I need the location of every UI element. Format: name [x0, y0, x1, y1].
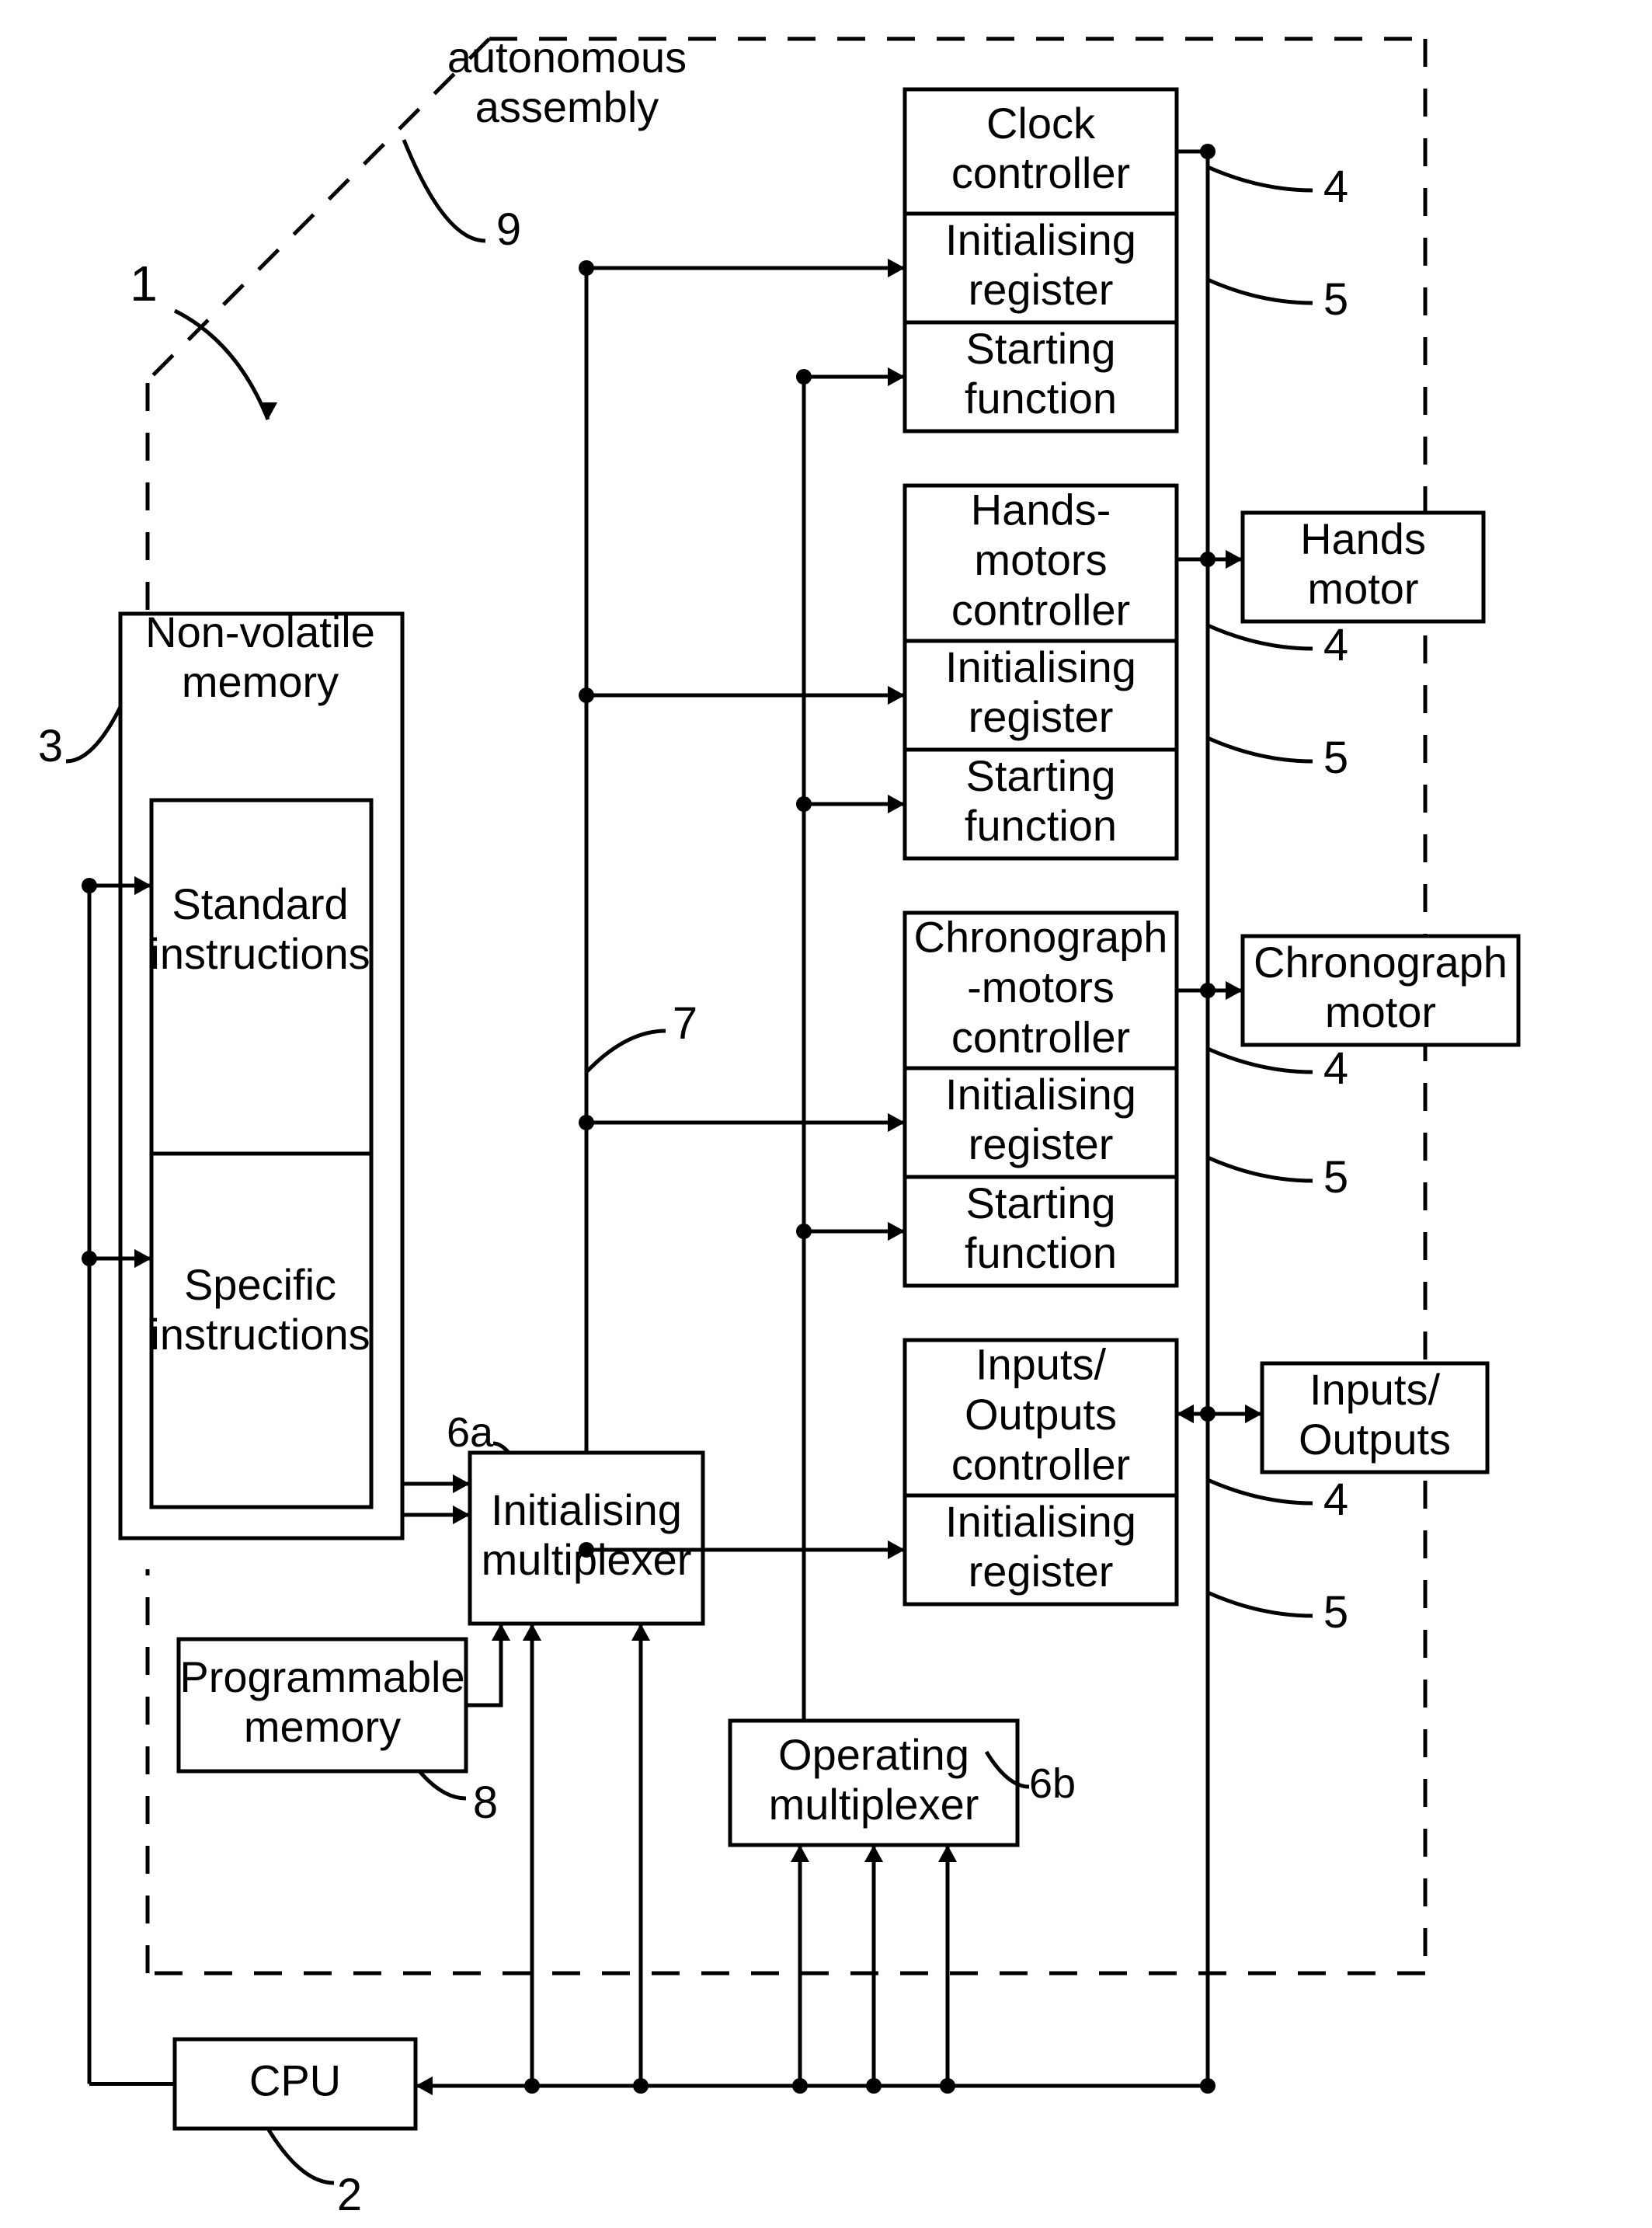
svg-text:4: 4 — [1323, 162, 1348, 212]
block-diagram: autonomousassemblyNon-volatilememoryStan… — [0, 0, 1652, 2224]
svg-text:Startingfunction: Startingfunction — [965, 751, 1117, 850]
svg-text:4: 4 — [1323, 620, 1348, 670]
svg-text:Startingfunction: Startingfunction — [965, 324, 1117, 423]
svg-text:Hands-motorscontroller: Hands-motorscontroller — [951, 485, 1130, 634]
svg-text:Inputs/Outputscontroller: Inputs/Outputscontroller — [951, 1339, 1130, 1488]
svg-text:Initialisingmultiplexer: Initialisingmultiplexer — [482, 1485, 692, 1584]
svg-text:Inputs/Outputs: Inputs/Outputs — [1299, 1365, 1451, 1464]
svg-text:Operatingmultiplexer: Operatingmultiplexer — [769, 1730, 979, 1829]
svg-text:Initialisingregister: Initialisingregister — [945, 642, 1136, 741]
svg-text:5: 5 — [1323, 274, 1348, 325]
svg-text:Initialisingregister: Initialisingregister — [945, 1070, 1136, 1168]
svg-text:CPU: CPU — [249, 2056, 341, 2104]
svg-text:4: 4 — [1323, 1474, 1348, 1525]
svg-text:autonomousassembly: autonomousassembly — [447, 33, 687, 131]
svg-text:Initialisingregister: Initialisingregister — [945, 215, 1136, 314]
svg-text:2: 2 — [337, 2170, 362, 2220]
svg-text:8: 8 — [473, 1777, 498, 1828]
svg-text:Handsmotor: Handsmotor — [1300, 514, 1426, 613]
svg-text:6b: 6b — [1029, 1760, 1076, 1807]
svg-text:Standardinstructions: Standardinstructions — [150, 879, 370, 978]
svg-text:5: 5 — [1323, 1587, 1348, 1638]
svg-text:9: 9 — [496, 204, 521, 255]
svg-text:3: 3 — [38, 721, 63, 771]
svg-text:4: 4 — [1323, 1043, 1348, 1094]
svg-text:1: 1 — [130, 256, 158, 312]
svg-text:6a: 6a — [447, 1409, 494, 1456]
svg-text:Initialisingregister: Initialisingregister — [945, 1497, 1136, 1596]
svg-text:7: 7 — [673, 998, 697, 1049]
svg-text:Startingfunction: Startingfunction — [965, 1178, 1117, 1277]
svg-text:5: 5 — [1323, 1152, 1348, 1203]
svg-text:5: 5 — [1323, 733, 1348, 783]
